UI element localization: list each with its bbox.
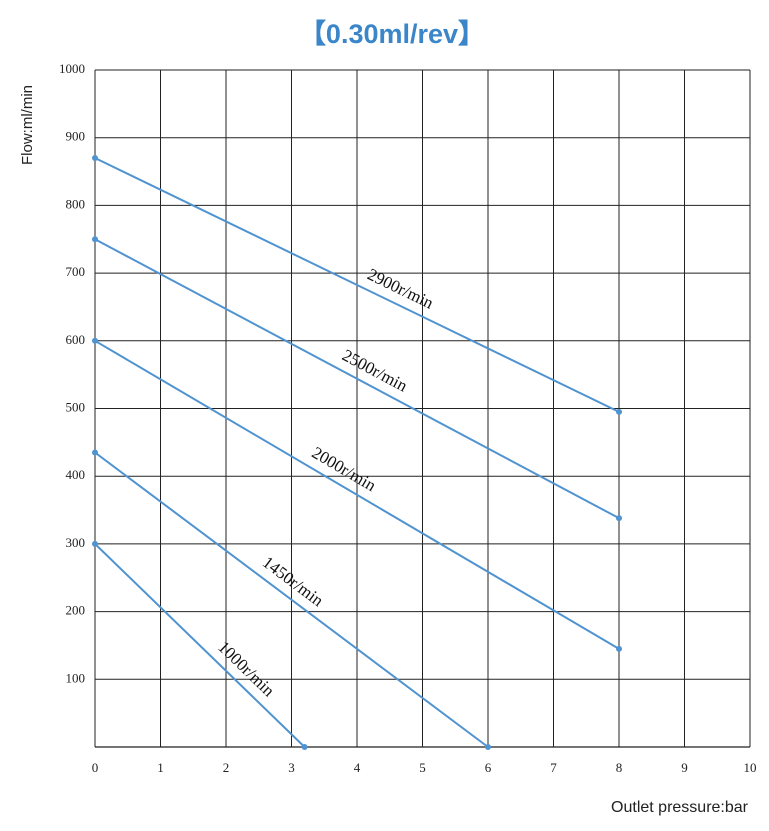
series-line [94,339,620,650]
x-tick-label: 5 [419,760,426,775]
x-tick-label: 9 [681,760,688,775]
x-axis-label: Outlet pressure:bar [611,799,749,816]
y-tick-label: 900 [66,129,86,144]
data-point [616,645,622,652]
data-point [92,155,98,162]
data-point [485,744,491,750]
x-tick-label: 8 [616,760,623,775]
x-tick-label: 0 [92,760,99,775]
series-line [94,157,620,413]
data-point [616,408,622,415]
data-point [92,236,98,243]
y-tick-label: 200 [66,603,86,618]
y-tick-label: 1000 [59,61,85,76]
y-tick-label: 300 [66,535,86,550]
x-tick-label: 2 [223,760,230,775]
data-point [92,337,98,344]
chart-title: 【0.30ml/rev】 [299,19,485,49]
series-line [94,543,306,748]
x-tick-label: 4 [354,760,361,775]
y-tick-label: 700 [66,264,86,279]
y-tick-label: 600 [66,332,86,347]
y-tick-label: 400 [66,467,86,482]
x-tick-label: 6 [485,760,492,775]
series-line [94,238,620,520]
x-tick-label: 7 [550,760,557,775]
y-axis-label: Flow:ml/min [19,85,36,165]
x-tick-label: 10 [744,760,757,775]
x-tick-label: 3 [288,760,295,775]
y-tick-label: 800 [66,196,86,211]
y-tick-label: 100 [66,670,86,685]
x-tick-label: 1 [157,760,164,775]
series-line [94,451,489,748]
data-point [92,449,98,456]
data-point [92,540,98,547]
data-point [616,515,622,522]
data-point [301,744,308,750]
y-tick-label: 500 [66,399,86,414]
